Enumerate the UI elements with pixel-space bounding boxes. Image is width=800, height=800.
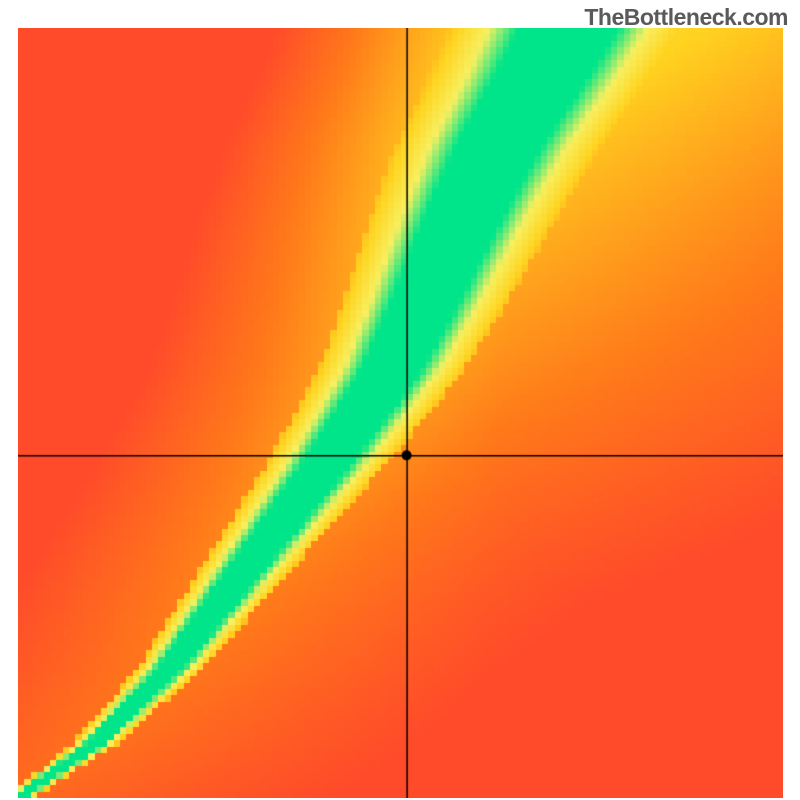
chart-container: { "watermark": "TheBottleneck.com", "cha… <box>0 0 800 800</box>
watermark-text: TheBottleneck.com <box>584 4 788 31</box>
heatmap-canvas <box>18 28 783 798</box>
